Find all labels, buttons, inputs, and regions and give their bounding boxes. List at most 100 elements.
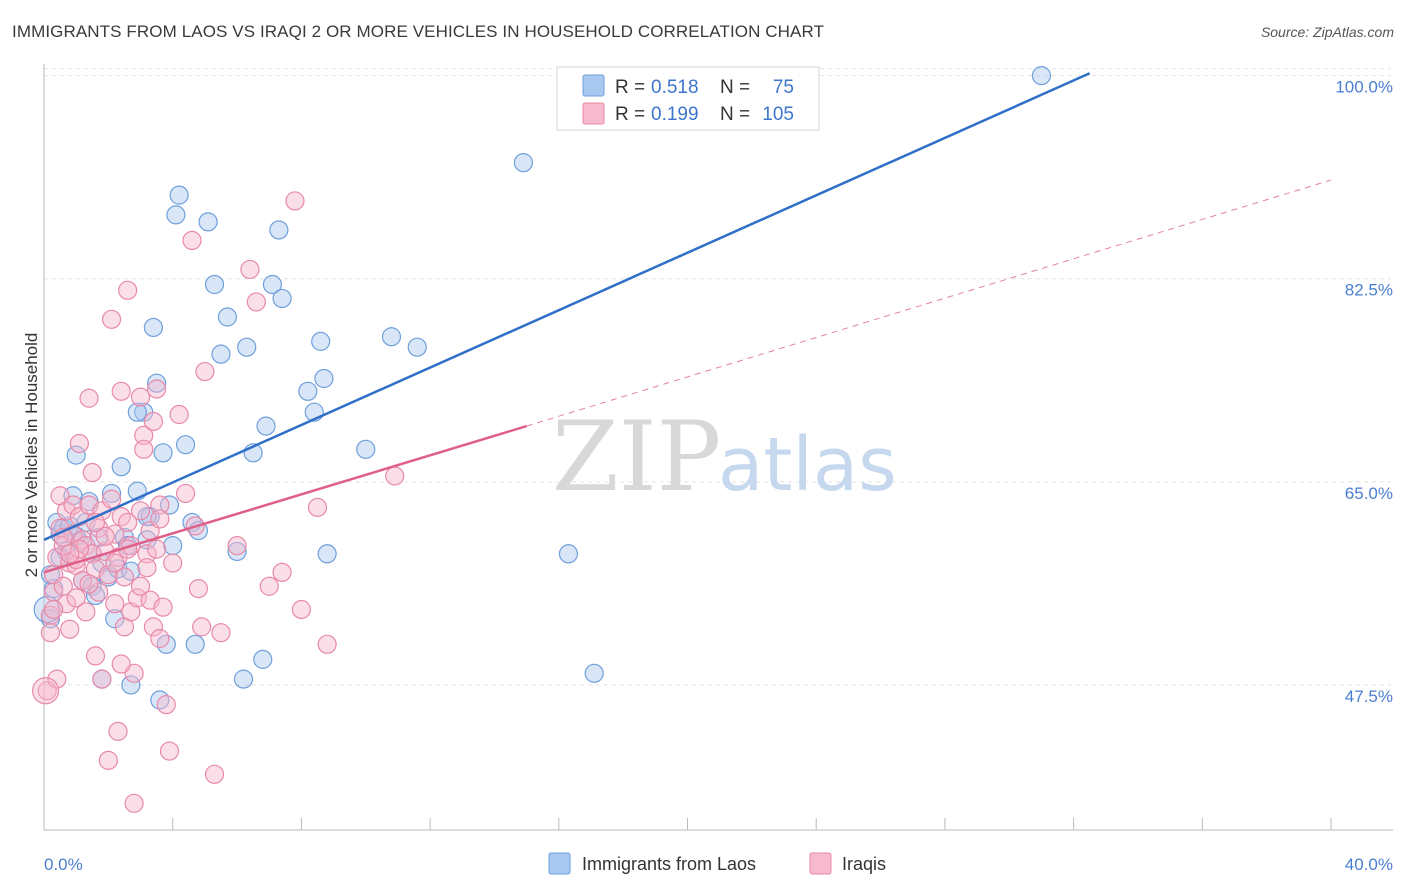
point-laos-49 [237,337,257,357]
legend-n-label-iraqis: N = [720,104,750,125]
point-iraqis-cluster [32,677,60,705]
y-tick-label-3: 100.0% [1335,78,1393,97]
point-laos-20 [105,609,125,629]
point-iraqis-33 [92,669,112,689]
source-credit: Source: ZipAtlas.com [1260,24,1394,40]
legend-n-value-iraqis: 105 [762,104,794,125]
legend-r-value-iraqis: 0.199 [651,104,699,125]
point-iraqis-43 [111,381,131,401]
point-iraqis-65 [150,628,170,649]
point-iraqis-77 [204,764,225,784]
point-iraqis-58 [137,544,157,564]
point-laos-52 [256,416,276,436]
point-iraqis-42 [108,721,128,741]
point-laos-53 [262,274,283,295]
point-iraqis-64 [147,379,167,399]
point-iraqis-84 [285,191,305,211]
watermark: ZIP atlas [552,401,897,513]
point-iraqis-83 [272,562,292,582]
bottom-legend-label-laos: Immigrants from Laos [582,854,756,874]
point-iraqis-86 [307,497,328,517]
point-iraqis-50 [121,602,141,622]
point-iraqis-47 [118,280,138,300]
point-iraqis-41 [108,547,128,567]
point-laos-31 [143,317,163,338]
point-laos-54 [269,220,289,240]
point-iraqis-71 [169,404,189,425]
point-iraqis-52 [124,793,144,813]
point-iraqis-54 [130,501,151,521]
point-laos-58 [311,331,331,351]
point-laos-42 [185,634,205,654]
point-laos-51 [253,649,273,669]
trend-lines [43,72,1332,574]
point-laos-61 [356,439,376,459]
point-laos-45 [204,274,225,295]
point-laos-73 [227,541,247,562]
point-iraqis-61 [143,411,163,432]
point-iraqis-73 [182,230,202,251]
y-tick-label-1: 65.0% [1345,484,1393,503]
legend-swatch-iraqis [582,102,605,125]
point-laos-67 [1031,66,1052,86]
point-iraqis-15 [63,495,83,515]
point-laos-14 [85,585,106,606]
point-iraqis-66 [150,495,170,515]
point-laos-65 [558,544,579,564]
point-laos-56 [298,381,318,401]
y-tick-label-0: 47.5% [1345,687,1393,706]
bottom-legend-label-iraqis: Iraqis [842,854,886,874]
point-iraqis-79 [227,536,247,556]
point-iraqis-17 [66,588,86,608]
point-iraqis-67 [153,597,173,617]
point-iraqis-57 [134,439,154,459]
point-iraqis-2 [40,623,61,643]
point-laos-64 [513,153,534,173]
gridlines [44,68,1391,686]
point-laos-32 [147,373,167,393]
legend-n-label-laos: N = [720,77,750,98]
point-iraqis-51 [124,663,144,683]
point-laos-36 [159,495,180,515]
point-iraqis-78 [211,623,231,643]
point-iraqis-48 [118,512,138,533]
point-iraqis-96 [130,576,151,596]
point-iraqis-85 [291,599,311,620]
legend-n-value-laos: 75 [773,77,794,98]
point-iraqis-23 [76,602,96,622]
point-iraqis-103 [150,509,170,529]
point-iraqis-101 [111,654,131,674]
point-laos-37 [163,536,183,556]
point-iraqis-55 [130,387,151,407]
point-iraqis-87 [317,634,337,654]
point-iraqis-89 [44,599,64,620]
point-laos-26 [121,675,141,695]
point-laos-72 [127,402,147,422]
chart-title: IMMIGRANTS FROM LAOS VS IRAQI 2 OR MORE … [12,22,825,41]
point-iraqis-56 [134,425,154,445]
point-laos-66 [584,663,604,683]
point-iraqis-31 [89,582,109,602]
point-iraqis-70 [163,553,183,573]
legend: R = 0.518 N = 75 R = 0.199 N = 105 [556,66,820,131]
point-laos-19 [101,483,122,504]
bottom-legend-swatch-iraqis [809,852,832,875]
trend-line-iraqis [43,424,527,574]
watermark-atlas: atlas [718,422,897,508]
bottom-legend: Immigrants from Laos Iraqis [548,852,886,875]
legend-r-value-laos: 0.518 [651,77,699,98]
point-iraqis-97 [137,558,157,578]
point-iraqis-13 [60,619,80,639]
point-iraqis-69 [159,741,180,761]
point-iraqis-45 [114,567,135,587]
point-laos-22 [111,457,131,477]
y-tick-labels: 47.5% 65.0% 82.5% 100.0% [1335,78,1393,706]
x-tick-label-1: 40.0% [1345,855,1393,874]
x-tick-labels: 0.0% 40.0% [44,855,1393,874]
point-iraqis-88 [385,466,405,486]
point-iraqis-68 [156,695,176,715]
point-iraqis-29 [85,646,106,666]
watermark-zip: ZIP [552,401,721,513]
point-iraqis-72 [175,483,196,504]
point-laos-38 [166,205,186,225]
